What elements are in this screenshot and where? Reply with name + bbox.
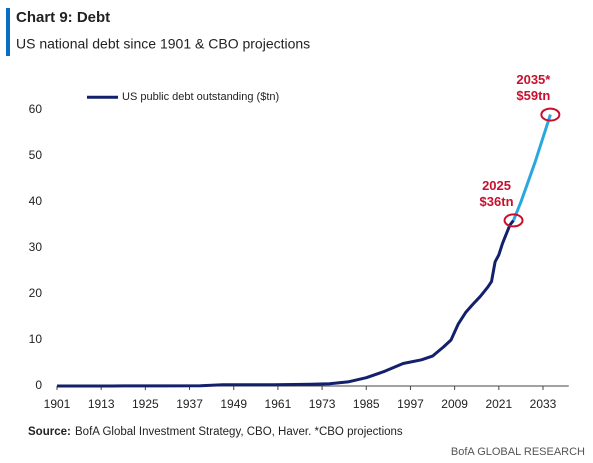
line-series: [57, 219, 515, 388]
x-tick-label: 1937: [176, 397, 203, 411]
line-series: [512, 114, 552, 221]
footer: BofA GLOBAL RESEARCH: [451, 446, 585, 458]
y-tick-label: 40: [29, 194, 43, 208]
x-tick-label: 1973: [309, 397, 336, 411]
x-tick-label: 1901: [44, 397, 71, 411]
source: BofA Global Investment Strategy, CBO, Ha…: [75, 426, 403, 438]
annotation-text: 2035*: [516, 72, 551, 87]
y-tick-label: 60: [29, 102, 43, 116]
chart-subtitle: US national debt since 1901 & CBO projec…: [16, 36, 310, 52]
title-accent: [6, 8, 10, 56]
x-tick-label: 1925: [132, 397, 159, 411]
y-tick-label: 0: [35, 378, 42, 392]
y-tick-label: 30: [29, 240, 43, 254]
chart-title: Chart 9: Debt: [16, 9, 110, 26]
annotation-circle: [503, 213, 524, 228]
source-label: Source:: [28, 426, 71, 438]
x-tick-label: 2021: [485, 397, 512, 411]
legend-label: US public debt outstanding ($tn): [122, 91, 279, 103]
x-tick-label: 1913: [88, 397, 115, 411]
annotation-circle: [540, 107, 561, 122]
x-tick-label: 1985: [353, 397, 380, 411]
y-tick-label: 20: [29, 286, 43, 300]
x-tick-label: 1997: [397, 397, 424, 411]
annotation-text: $59tn: [516, 88, 550, 103]
annotation-text: $36tn: [480, 194, 514, 209]
y-tick-label: 10: [29, 332, 43, 346]
y-tick-label: 50: [29, 148, 43, 162]
x-tick-label: 2009: [441, 397, 468, 411]
annotation-text: 2025: [482, 178, 511, 193]
x-tick-label: 1961: [265, 397, 292, 411]
x-tick-label: 2033: [530, 397, 557, 411]
x-tick-label: 1949: [220, 397, 247, 411]
